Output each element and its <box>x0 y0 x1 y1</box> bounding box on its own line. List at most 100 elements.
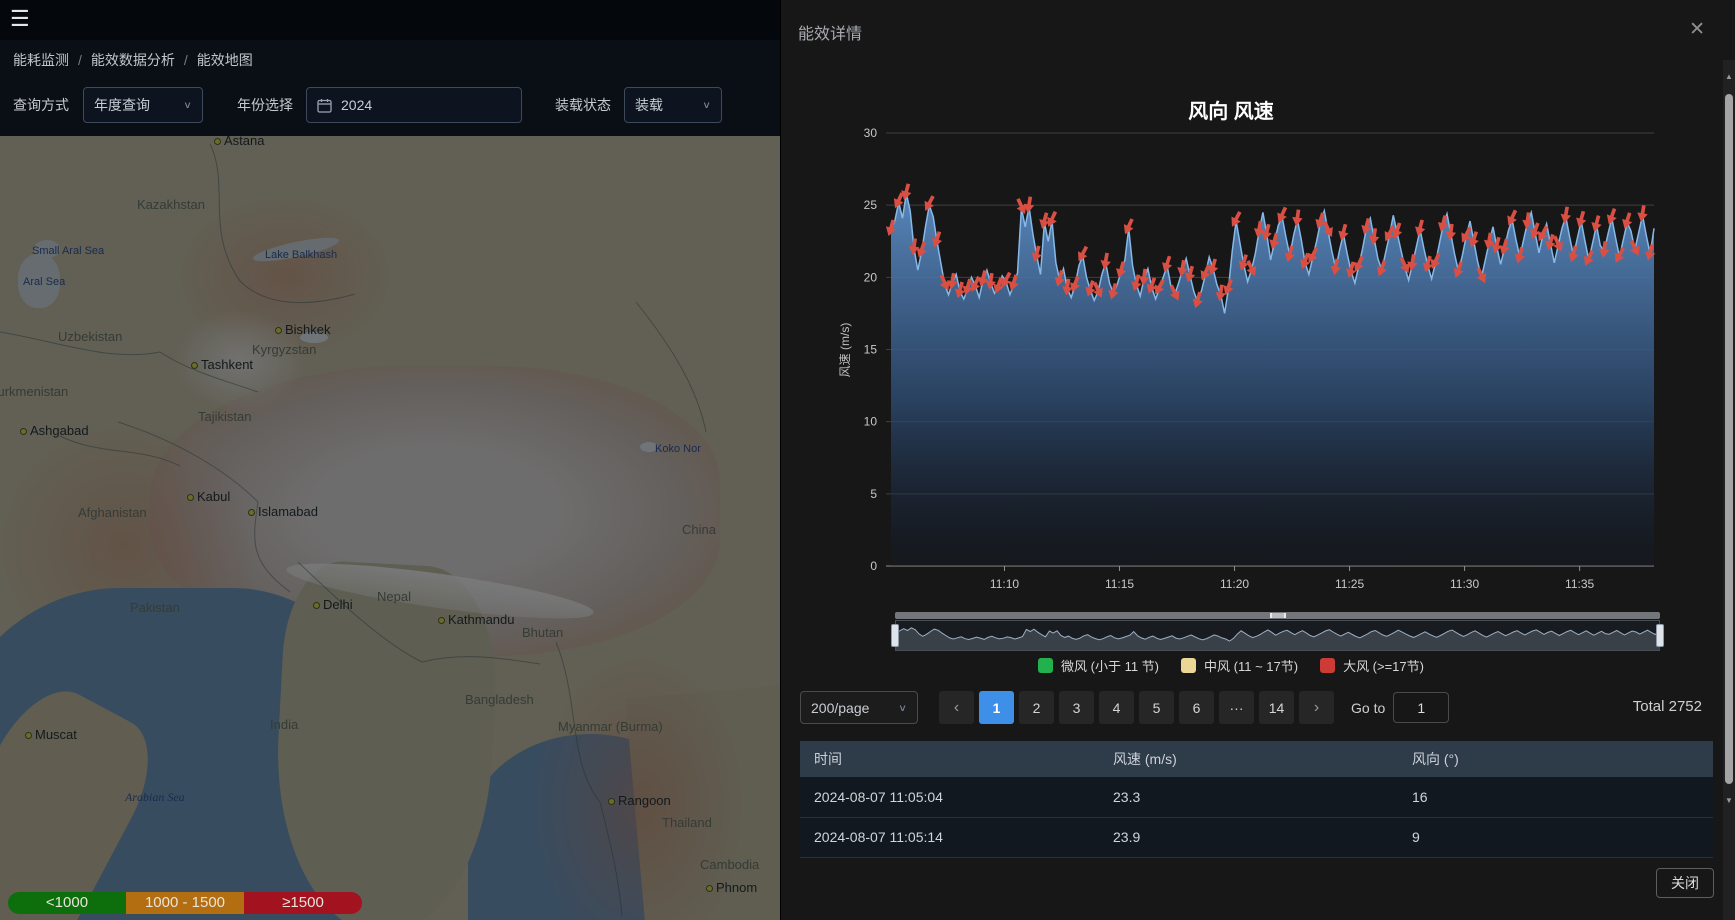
breadcrumb-separator: / <box>183 52 188 68</box>
page-button-2[interactable]: 2 <box>1019 691 1054 724</box>
map-legend: <1000 1000 - 1500 ≥1500 <box>8 892 362 914</box>
hamburger-menu-icon[interactable]: ☰ <box>10 6 30 31</box>
wind-arrow <box>1054 269 1065 287</box>
datazoom-right-handle[interactable] <box>1656 624 1664 647</box>
wind-arrow <box>1614 247 1625 263</box>
table-cell: 2024-08-07 11:05:04 <box>800 777 1099 818</box>
breadcrumb-item[interactable]: 能耗监测 <box>13 52 69 68</box>
wind-arrow <box>1361 218 1372 235</box>
wind-arrow <box>1108 282 1119 300</box>
datazoom-preview[interactable] <box>895 620 1660 651</box>
wind-arrow <box>924 195 935 211</box>
scroll-up-icon[interactable]: ▲ <box>1725 72 1733 81</box>
map-legend-<1000: <1000 <box>8 892 126 914</box>
calendar-icon <box>317 98 332 113</box>
prev-page-button[interactable]: ‹ <box>939 691 974 724</box>
wind-arrow <box>1215 284 1226 302</box>
svg-text:20: 20 <box>864 270 878 284</box>
wind-arrow <box>1162 255 1173 273</box>
wind-arrow <box>1131 274 1142 291</box>
wind-arrow <box>1530 222 1541 239</box>
page-size-select[interactable]: 200/page ∨ <box>800 691 918 724</box>
legend-item[interactable]: 微风 (小于 11 节) <box>1038 656 1159 675</box>
table-row[interactable]: 2024-08-07 11:05:04 23.3 16 <box>800 777 1713 818</box>
wind-arrow <box>1223 278 1234 296</box>
legend-label: 大风 (>=17节) <box>1343 659 1424 674</box>
total-count: Total 2752 <box>1632 698 1702 715</box>
wind-arrow <box>1407 254 1418 271</box>
year-value: 2024 <box>341 97 373 113</box>
goto-label: Go to <box>1351 699 1386 716</box>
table-cell: 23.3 <box>1099 777 1398 818</box>
more-pages-button[interactable]: ··· <box>1219 691 1254 724</box>
wind-arrow <box>885 219 897 237</box>
load-state-value: 装载 <box>635 97 663 113</box>
legend-swatch <box>1181 658 1197 673</box>
table-row[interactable]: 2024-08-07 11:05:14 23.9 9 <box>800 817 1713 858</box>
load-state-select[interactable]: 装载 ∨ <box>624 87 722 123</box>
breadcrumb-separator: / <box>78 52 82 68</box>
query-mode-select[interactable]: 年度查询 ∨ <box>83 87 203 123</box>
close-button[interactable]: 关闭 <box>1656 868 1714 898</box>
chart-legend: 微风 (小于 11 节) 中风 (11 ~ 17节) 大风 (>=17节) <box>781 656 1681 675</box>
year-label: 年份选择 <box>237 97 293 113</box>
wind-arrow <box>1461 226 1472 243</box>
pagination: 200/page ∨ ‹ 1 2 3 4 5 6 ··· 14 › Go to <box>800 691 1716 724</box>
page-button-14[interactable]: 14 <box>1259 691 1294 724</box>
wind-arrow <box>1376 259 1387 277</box>
table-cell: 9 <box>1398 817 1713 858</box>
page-button-5[interactable]: 5 <box>1139 691 1174 724</box>
wind-arrow <box>1522 212 1533 230</box>
table-header-cell: 风速 (m/s) <box>1099 741 1398 777</box>
legend-swatch <box>1038 658 1054 673</box>
wind-arrow <box>893 192 904 209</box>
legend-item[interactable]: 中风 (11 ~ 17节) <box>1181 656 1298 675</box>
page-button-6[interactable]: 6 <box>1179 691 1214 724</box>
wind-arrow <box>1399 257 1410 274</box>
wind-arrow <box>1138 268 1150 286</box>
wind-arrow <box>1023 196 1035 214</box>
datazoom-grip-handle[interactable] <box>1269 613 1286 618</box>
map-legend-1000 - 1500: 1000 - 1500 <box>126 892 244 914</box>
wind-arrow <box>1238 254 1249 271</box>
scrollbar-thumb[interactable] <box>1725 94 1733 784</box>
drawer-title: 能效详情 <box>798 26 863 43</box>
page-button-3[interactable]: 3 <box>1059 691 1094 724</box>
drawer-scrollbar[interactable]: ▲ ▼ <box>1723 60 1735 920</box>
page-button-1[interactable]: 1 <box>979 691 1014 724</box>
datazoom-left-handle[interactable] <box>891 624 899 647</box>
table-cell: 23.9 <box>1099 817 1398 858</box>
wind-arrow <box>1047 210 1058 227</box>
scroll-down-icon[interactable]: ▼ <box>1725 796 1733 805</box>
wind-arrow <box>1207 258 1219 276</box>
wind-arrow <box>1514 246 1525 264</box>
page-size-value: 200/page <box>811 699 870 716</box>
wind-arrow <box>908 238 920 256</box>
close-icon[interactable]: ✕ <box>1689 19 1705 40</box>
wind-chart[interactable]: 0 5 10 15 20 25 30 11:10 11:15 11:20 11:25 11:30 11:… <box>821 100 1681 610</box>
next-page-button[interactable]: › <box>1299 691 1334 724</box>
map-canvas[interactable]: AstanaKazakhstanSmall Aral SeaLake Balkh… <box>0 136 780 920</box>
svg-text:11:35: 11:35 <box>1565 577 1594 591</box>
year-date-input[interactable]: 2024 <box>306 87 522 123</box>
wind-arrow <box>1300 252 1311 270</box>
wind-arrow <box>1308 247 1319 263</box>
topbar: ☰ <box>0 0 780 40</box>
datazoom-slider[interactable] <box>891 612 1664 652</box>
wind-arrow <box>1468 231 1479 248</box>
legend-item[interactable]: 大风 (>=17节) <box>1320 656 1424 675</box>
svg-text:0: 0 <box>870 559 877 573</box>
wind-arrow <box>1261 223 1272 241</box>
breadcrumb-item[interactable]: 能效地图 <box>196 52 253 68</box>
legend-label: 中风 (11 ~ 17节) <box>1204 659 1299 674</box>
wind-arrow <box>1231 211 1242 227</box>
page-button-4[interactable]: 4 <box>1099 691 1134 724</box>
breadcrumb-item[interactable]: 能效数据分析 <box>90 52 175 68</box>
svg-text:30: 30 <box>864 126 878 140</box>
legend-label: 微风 (小于 11 节) <box>1061 659 1160 674</box>
chevron-down-icon: ∨ <box>702 99 711 111</box>
table-header-cell: 时间 <box>800 741 1099 777</box>
wind-arrow <box>1568 245 1579 263</box>
wind-arrow <box>931 231 943 248</box>
goto-page-input[interactable] <box>1393 692 1450 723</box>
